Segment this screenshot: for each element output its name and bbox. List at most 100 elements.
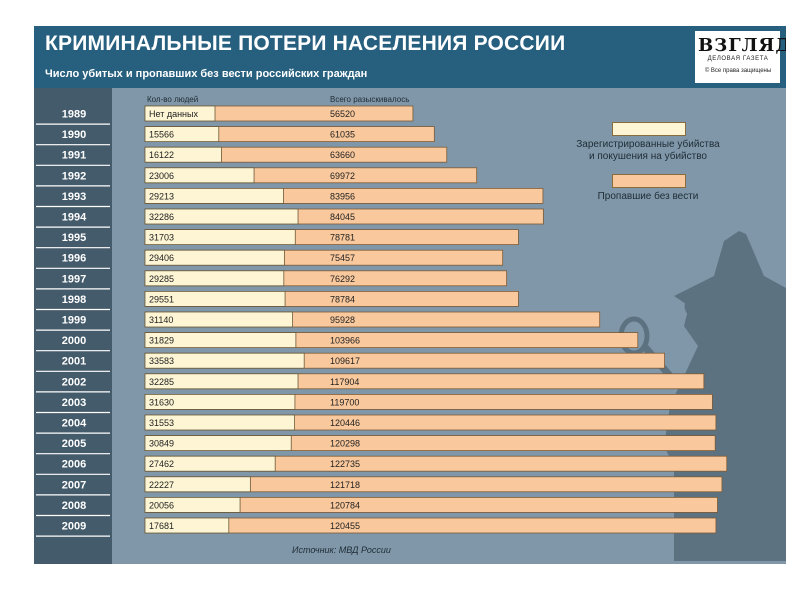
year-label-1996: 1996: [62, 253, 86, 265]
bar-murders-1989: [144, 105, 216, 122]
logo-subtitle: ДЕЛОВАЯ ГАЗЕТА: [707, 56, 769, 62]
year-label-1999: 1999: [62, 315, 86, 327]
value-murders-1997: 29285: [149, 274, 174, 284]
chart-subtitle: Число убитых и пропавших без вести росси…: [45, 68, 368, 80]
bar-murders-1996: [144, 249, 285, 266]
year-label-2007: 2007: [62, 479, 86, 491]
year-label-2004: 2004: [62, 418, 87, 430]
value-missing-1993: 83956: [330, 191, 355, 201]
year-label-2005: 2005: [62, 438, 86, 450]
value-murders-2008: 20056: [149, 500, 174, 510]
value-missing-2001: 109617: [330, 356, 360, 366]
year-label-1989: 1989: [62, 109, 86, 121]
value-missing-2004: 120446: [330, 418, 360, 428]
value-missing-2008: 120784: [330, 500, 360, 510]
bar-murders-1994: [144, 208, 299, 225]
header-bar: КРИМИНАЛЬНЫЕ ПОТЕРИ НАСЕЛЕНИЯ РОССИИ Чис…: [34, 26, 786, 88]
legend-murders-line2: и покушения на убийство: [589, 151, 707, 162]
year-label-1990: 1990: [62, 129, 86, 141]
legend-swatch-murders: [612, 122, 686, 136]
value-missing-1991: 63660: [330, 150, 355, 160]
value-murders-2004: 31553: [149, 418, 174, 428]
value-murders-1996: 29406: [149, 253, 174, 263]
bar-murders-2002: [144, 373, 299, 390]
value-missing-1999: 95928: [330, 315, 355, 325]
bar-murders-2009: [144, 517, 230, 534]
column-header-total-wanted: Всего разыскивалось: [330, 95, 409, 104]
column-header-people: Кол-во людей: [147, 95, 198, 104]
bar-murders-1999: [144, 311, 294, 328]
bar-murders-2008: [144, 496, 241, 513]
value-missing-2006: 122735: [330, 459, 360, 469]
value-murders-2000: 31829: [149, 336, 174, 346]
bar-murders-1995: [144, 229, 296, 246]
value-murders-1999: 31140: [149, 315, 173, 325]
year-label-1997: 1997: [62, 273, 86, 285]
bar-chart: Кол-во людей Всего разыскивалось 1989 Нет…: [36, 95, 786, 561]
year-label-1992: 1992: [62, 170, 86, 182]
logo-rights: © Все права защищены: [704, 68, 772, 74]
value-murders-2005: 30849: [149, 439, 174, 449]
value-murders-2009: 17681: [149, 521, 174, 531]
value-missing-1992: 69972: [330, 171, 355, 181]
value-missing-1997: 76292: [330, 274, 355, 284]
legend-murders-line1: Зарегистрированные убийства: [576, 139, 720, 150]
value-murders-1989: Нет данных: [149, 109, 198, 119]
bar-murders-1992: [144, 167, 255, 184]
value-murders-2007: 22227: [149, 480, 174, 490]
bar-murders-1991: [144, 146, 222, 163]
bar-murders-1990: [144, 126, 220, 142]
bar-murders-2005: [144, 435, 292, 452]
chart-title: КРИМИНАЛЬНЫЕ ПОТЕРИ НАСЕЛЕНИЯ РОССИИ: [45, 32, 566, 55]
value-missing-2002: 117904: [330, 377, 359, 387]
value-missing-1996: 75457: [330, 253, 355, 263]
logo-word: ВЗГЛЯД: [698, 35, 786, 56]
source-note: Источник: МВД России: [292, 545, 391, 555]
value-murders-1992: 23006: [149, 171, 174, 181]
value-missing-2005: 120298: [330, 439, 360, 449]
year-sidebar: [34, 88, 112, 564]
year-label-2000: 2000: [62, 335, 86, 347]
value-murders-2002: 32285: [149, 377, 174, 387]
year-label-1995: 1995: [62, 232, 86, 244]
legend-label-missing: Пропавшие без вести: [597, 191, 699, 202]
year-label-2008: 2008: [62, 500, 86, 512]
bar-murders-2000: [144, 332, 297, 349]
year-label-1994: 1994: [62, 212, 87, 224]
value-missing-2003: 119700: [330, 397, 359, 407]
value-murders-1993: 29213: [149, 191, 174, 201]
year-label-1998: 1998: [62, 294, 86, 306]
value-murders-1991: 16122: [149, 150, 174, 160]
year-label-2001: 2001: [62, 356, 86, 368]
value-murders-2001: 33583: [149, 356, 174, 366]
bar-murders-1997: [144, 270, 285, 287]
value-murders-1995: 31703: [149, 233, 174, 243]
year-label-2002: 2002: [62, 376, 86, 388]
value-missing-1998: 78784: [330, 294, 355, 304]
year-label-2003: 2003: [62, 397, 86, 409]
legend-label-murders: Зарегистрированные убийства и покушения …: [572, 139, 724, 163]
year-label-1991: 1991: [62, 150, 86, 162]
value-missing-2007: 121718: [330, 480, 360, 490]
vzglyad-logo: ВЗГЛЯД ДЕЛОВАЯ ГАЗЕТА © Все права защище…: [695, 31, 786, 83]
legend-swatch-missing: [612, 174, 686, 188]
bar-murders-2003: [144, 393, 296, 410]
value-missing-2000: 103966: [330, 336, 360, 346]
value-murders-2006: 27462: [149, 459, 174, 469]
value-missing-1994: 84045: [330, 212, 355, 222]
year-label-2009: 2009: [62, 521, 86, 533]
bar-murders-2001: [144, 352, 305, 369]
value-missing-2009: 120455: [330, 521, 360, 531]
bar-missing-2009: [144, 517, 717, 534]
bar-murders-1998: [144, 290, 286, 307]
value-murders-1998: 29551: [149, 294, 174, 304]
year-label-1993: 1993: [62, 191, 86, 203]
bar-murders-2006: [144, 455, 276, 472]
chart-frame: КРИМИНАЛЬНЫЕ ПОТЕРИ НАСЕЛЕНИЯ РОССИИ Чис…: [34, 26, 786, 564]
value-missing-1995: 78781: [330, 233, 355, 243]
bar-murders-2007: [144, 476, 251, 493]
value-missing-1990: 61035: [330, 130, 355, 140]
value-murders-1990: 15566: [149, 130, 174, 140]
year-label-2006: 2006: [62, 459, 86, 471]
bar-murders-1993: [144, 187, 284, 204]
